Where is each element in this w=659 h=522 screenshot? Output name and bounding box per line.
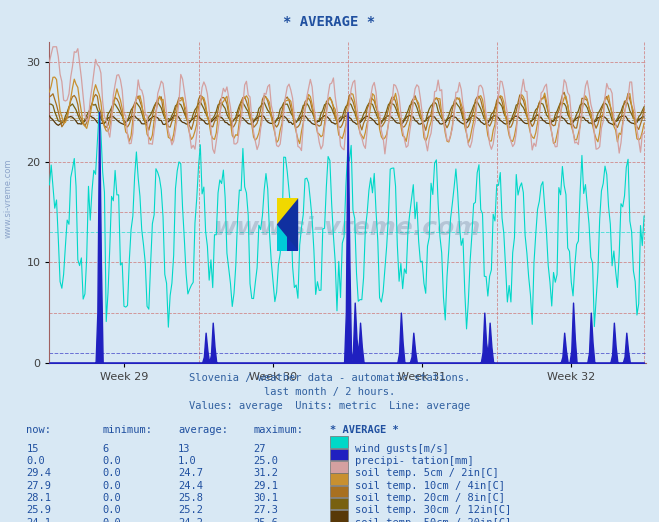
Text: soil temp. 5cm / 2in[C]: soil temp. 5cm / 2in[C] — [355, 468, 498, 478]
Text: 31.2: 31.2 — [254, 468, 279, 478]
Text: 25.6: 25.6 — [254, 518, 279, 522]
Text: 27.9: 27.9 — [26, 481, 51, 491]
Text: 1.0: 1.0 — [178, 456, 196, 466]
Text: 24.7: 24.7 — [178, 468, 203, 478]
Text: 30.1: 30.1 — [254, 493, 279, 503]
Bar — [330, 461, 348, 472]
Text: 25.9: 25.9 — [26, 505, 51, 515]
Text: 27: 27 — [254, 444, 266, 454]
Bar — [330, 511, 348, 522]
Text: 0.0: 0.0 — [102, 518, 121, 522]
Bar — [277, 224, 298, 251]
Text: 0.0: 0.0 — [26, 456, 45, 466]
Text: 15: 15 — [26, 444, 39, 454]
Text: 25.2: 25.2 — [178, 505, 203, 515]
Bar — [330, 485, 348, 497]
Bar — [330, 473, 348, 485]
Text: now:: now: — [26, 425, 51, 435]
Text: 0.0: 0.0 — [102, 456, 121, 466]
Text: 0.0: 0.0 — [102, 481, 121, 491]
Text: 29.1: 29.1 — [254, 481, 279, 491]
Text: average:: average: — [178, 425, 228, 435]
Text: soil temp. 20cm / 8in[C]: soil temp. 20cm / 8in[C] — [355, 493, 505, 503]
Text: www.si-vreme.com: www.si-vreme.com — [214, 216, 481, 240]
Text: soil temp. 50cm / 20in[C]: soil temp. 50cm / 20in[C] — [355, 518, 511, 522]
Text: 29.4: 29.4 — [26, 468, 51, 478]
Text: 24.2: 24.2 — [178, 518, 203, 522]
Text: 28.1: 28.1 — [26, 493, 51, 503]
Text: 24.1: 24.1 — [26, 518, 51, 522]
Bar — [287, 224, 298, 251]
Bar — [330, 436, 348, 448]
Text: 13: 13 — [178, 444, 190, 454]
Text: 24.4: 24.4 — [178, 481, 203, 491]
Text: * AVERAGE *: * AVERAGE * — [330, 425, 398, 435]
Text: www.si-vreme.com: www.si-vreme.com — [3, 159, 13, 238]
Text: 25.8: 25.8 — [178, 493, 203, 503]
Text: precipi- tation[mm]: precipi- tation[mm] — [355, 456, 473, 466]
Text: 27.3: 27.3 — [254, 505, 279, 515]
Text: wind gusts[m/s]: wind gusts[m/s] — [355, 444, 448, 454]
Text: * AVERAGE *: * AVERAGE * — [283, 15, 376, 29]
Text: soil temp. 10cm / 4in[C]: soil temp. 10cm / 4in[C] — [355, 481, 505, 491]
Text: 0.0: 0.0 — [102, 493, 121, 503]
Bar — [330, 449, 348, 460]
Text: minimum:: minimum: — [102, 425, 152, 435]
Text: Values: average  Units: metric  Line: average: Values: average Units: metric Line: aver… — [189, 401, 470, 411]
Text: Slovenia / weather data - automatic stations.: Slovenia / weather data - automatic stat… — [189, 373, 470, 383]
Text: 6: 6 — [102, 444, 108, 454]
Text: soil temp. 30cm / 12in[C]: soil temp. 30cm / 12in[C] — [355, 505, 511, 515]
Bar — [330, 498, 348, 509]
Text: 0.0: 0.0 — [102, 468, 121, 478]
Bar — [277, 198, 298, 224]
Polygon shape — [277, 198, 298, 251]
Text: 0.0: 0.0 — [102, 505, 121, 515]
Text: maximum:: maximum: — [254, 425, 304, 435]
Text: 25.0: 25.0 — [254, 456, 279, 466]
Text: last month / 2 hours.: last month / 2 hours. — [264, 387, 395, 397]
